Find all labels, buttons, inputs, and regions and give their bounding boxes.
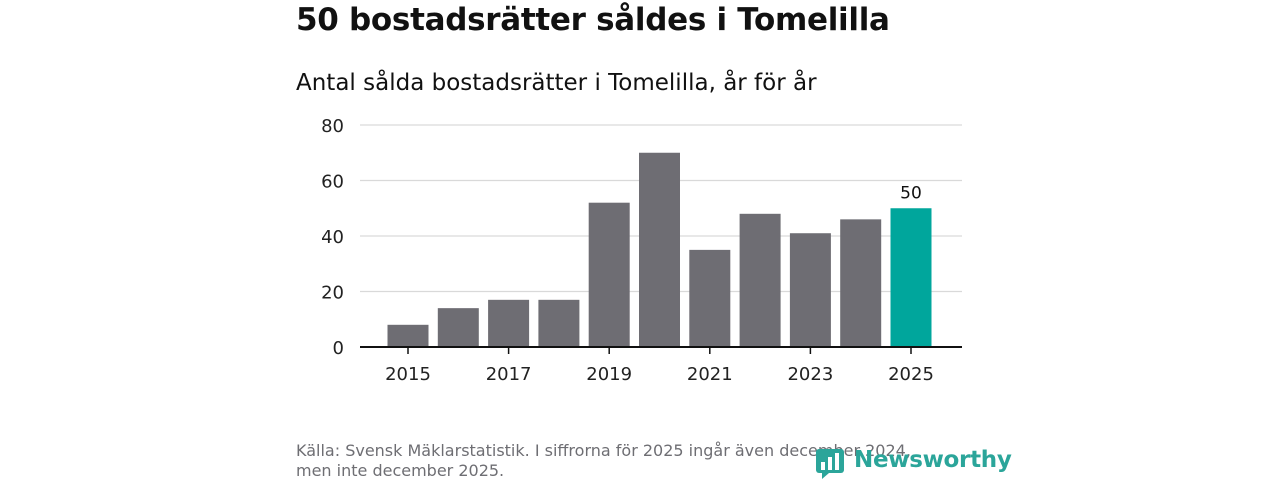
x-tick-label: 2023 [787, 364, 833, 385]
source-line-2: men inte december 2025. [296, 461, 505, 480]
source-note: Källa: Svensk Mäklarstatistik. I siffror… [296, 441, 911, 481]
bar-2016 [437, 308, 479, 347]
data-label: 50 [900, 183, 922, 203]
bar-2024 [840, 219, 882, 347]
bar-2025 [890, 208, 932, 347]
logo-text: Newsworthy [854, 447, 1012, 473]
bar-2021 [689, 249, 731, 347]
bar-2023 [789, 233, 831, 347]
bar-2018 [538, 299, 580, 347]
y-tick-label: 20 [321, 283, 344, 304]
page-title: 50 bostadsrätter såldes i Tomelilla [296, 2, 890, 38]
bar-2017 [488, 299, 530, 347]
x-tick-label: 2017 [486, 364, 532, 385]
y-tick-label: 0 [333, 338, 344, 359]
bar-2015 [387, 324, 429, 347]
bar-2019 [588, 202, 630, 347]
bars [387, 152, 932, 347]
x-tick-label: 2021 [687, 364, 733, 385]
y-tick-label: 80 [321, 116, 344, 137]
x-axis-ticks: 2015 2017 2019 2021 2023 2025 [360, 346, 962, 385]
y-axis-ticks: 0 20 40 60 80 [321, 116, 344, 359]
data-labels: 50 [900, 183, 922, 203]
chart-subtitle: Antal sålda bostadsrätter i Tomelilla, å… [296, 70, 817, 96]
x-tick-label: 2019 [586, 364, 632, 385]
y-tick-label: 40 [321, 227, 344, 248]
bar-2022 [739, 213, 781, 347]
source-line-1: Källa: Svensk Mäklarstatistik. I siffror… [296, 441, 911, 460]
x-tick-label: 2025 [888, 364, 934, 385]
bar-chart: 0 20 40 60 80 2015 2017 2019 2021 2023 2025 50 [321, 116, 962, 385]
x-tick-label: 2015 [385, 364, 431, 385]
bar-chart-logo-icon [816, 449, 844, 479]
bar-2020 [639, 152, 680, 347]
y-tick-label: 60 [321, 172, 344, 193]
